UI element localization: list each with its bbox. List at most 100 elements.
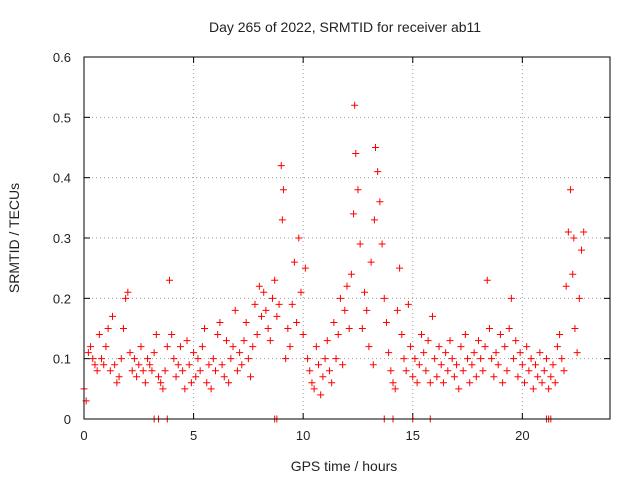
data-point xyxy=(525,367,533,375)
data-point xyxy=(170,355,178,363)
x-tick-label: 0 xyxy=(80,428,87,443)
data-point xyxy=(111,361,119,369)
data-point xyxy=(455,385,463,393)
data-point xyxy=(472,373,480,381)
data-point xyxy=(562,282,570,290)
data-point xyxy=(244,355,252,363)
x-axis-label: GPS time / hours xyxy=(291,458,398,474)
data-point xyxy=(560,367,568,375)
data-point xyxy=(567,186,575,194)
grid-lines xyxy=(84,57,610,419)
data-point xyxy=(540,367,548,375)
data-point xyxy=(279,186,287,194)
data-point xyxy=(242,318,250,326)
data-point xyxy=(174,361,182,369)
data-point xyxy=(201,325,209,332)
data-point xyxy=(84,349,92,357)
data-point xyxy=(578,246,586,254)
data-point xyxy=(255,282,263,290)
data-point xyxy=(387,367,395,375)
data-point xyxy=(185,361,193,369)
y-tick-label: 0.6 xyxy=(53,50,71,65)
data-point xyxy=(367,258,375,266)
data-point xyxy=(247,373,255,381)
data-point xyxy=(534,373,542,381)
data-point xyxy=(122,294,130,302)
data-point xyxy=(319,373,327,381)
data-point xyxy=(490,373,498,381)
data-point xyxy=(481,343,489,351)
data-point xyxy=(304,355,312,363)
data-point xyxy=(365,343,373,351)
data-point xyxy=(113,379,121,387)
data-point xyxy=(521,379,529,387)
data-point xyxy=(450,373,458,381)
data-point xyxy=(351,101,359,109)
data-point xyxy=(547,373,555,381)
data-point xyxy=(531,361,539,369)
data-point xyxy=(192,373,200,381)
data-point xyxy=(358,325,366,332)
data-point xyxy=(194,355,202,363)
data-point xyxy=(356,240,364,248)
data-point xyxy=(507,294,515,302)
x-tick-label: 10 xyxy=(296,428,310,443)
data-point xyxy=(350,210,358,218)
data-point xyxy=(130,355,138,363)
data-point xyxy=(190,349,198,357)
data-point xyxy=(139,367,147,375)
data-point xyxy=(146,361,154,369)
data-point xyxy=(220,373,228,381)
data-point xyxy=(124,288,132,296)
data-point xyxy=(209,355,217,363)
y-tick-label: 0.4 xyxy=(53,171,71,186)
data-point xyxy=(137,343,145,351)
data-point xyxy=(299,331,307,339)
data-point xyxy=(389,379,397,387)
data-point xyxy=(564,228,572,236)
data-point xyxy=(380,294,388,302)
y-tick-label: 0.3 xyxy=(53,231,71,246)
data-point xyxy=(470,349,478,357)
data-point xyxy=(275,300,283,308)
data-point xyxy=(216,318,224,326)
data-point xyxy=(277,162,285,170)
data-point xyxy=(459,367,467,375)
data-point xyxy=(431,355,439,363)
data-point xyxy=(312,343,320,351)
data-point xyxy=(485,325,493,332)
data-point xyxy=(433,373,441,381)
data-point xyxy=(150,349,158,357)
data-point xyxy=(288,300,296,308)
data-point xyxy=(290,258,298,266)
data-point xyxy=(179,367,187,375)
data-point xyxy=(315,361,323,369)
data-point xyxy=(260,288,268,296)
data-point xyxy=(205,361,213,369)
y-tick-labels: 0 0.1 0.2 0.3 0.4 0.5 0.6 xyxy=(53,50,71,427)
data-point xyxy=(98,355,106,363)
data-point xyxy=(128,367,136,375)
data-point xyxy=(477,355,485,363)
data-point xyxy=(236,349,244,357)
data-point xyxy=(144,355,152,363)
data-point xyxy=(426,379,434,387)
data-point xyxy=(161,367,169,375)
data-point xyxy=(249,343,257,351)
data-point xyxy=(268,294,276,302)
data-point xyxy=(571,325,579,332)
data-point xyxy=(119,325,127,332)
y-tick-label: 0 xyxy=(64,412,71,427)
data-point xyxy=(407,343,415,351)
data-point xyxy=(391,385,399,393)
data-point xyxy=(343,282,351,290)
data-point xyxy=(418,331,426,339)
data-point xyxy=(273,312,281,320)
data-point xyxy=(308,379,316,387)
data-point xyxy=(278,216,286,224)
data-point xyxy=(435,343,443,351)
axis-ticks xyxy=(83,56,610,420)
data-point xyxy=(411,355,419,363)
data-point xyxy=(295,234,303,242)
